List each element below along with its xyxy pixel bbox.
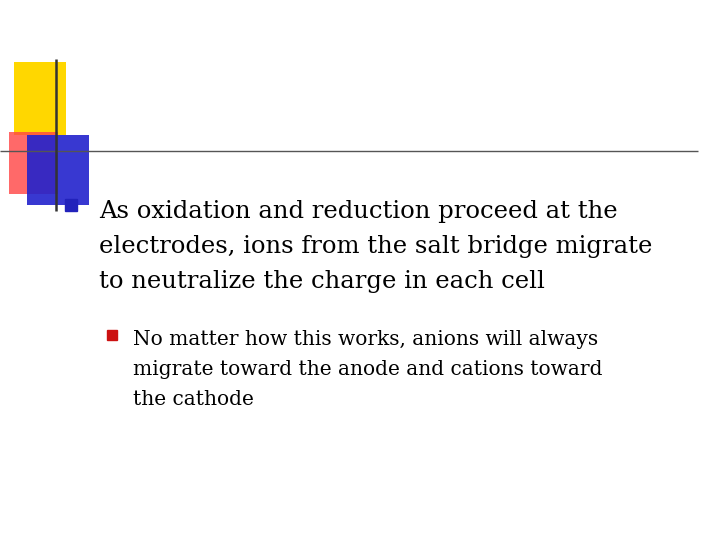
Text: the cathode: the cathode bbox=[133, 390, 254, 409]
Bar bbox=[14, 62, 66, 135]
Text: migrate toward the anode and cations toward: migrate toward the anode and cations tow… bbox=[133, 360, 603, 379]
Text: to neutralize the charge in each cell: to neutralize the charge in each cell bbox=[99, 270, 545, 293]
Text: electrodes, ions from the salt bridge migrate: electrodes, ions from the salt bridge mi… bbox=[99, 235, 653, 258]
Text: No matter how this works, anions will always: No matter how this works, anions will al… bbox=[133, 330, 598, 349]
Bar bbox=[27, 135, 89, 205]
Bar bbox=[9, 132, 58, 194]
Text: As oxidation and reduction proceed at the: As oxidation and reduction proceed at th… bbox=[99, 200, 618, 223]
